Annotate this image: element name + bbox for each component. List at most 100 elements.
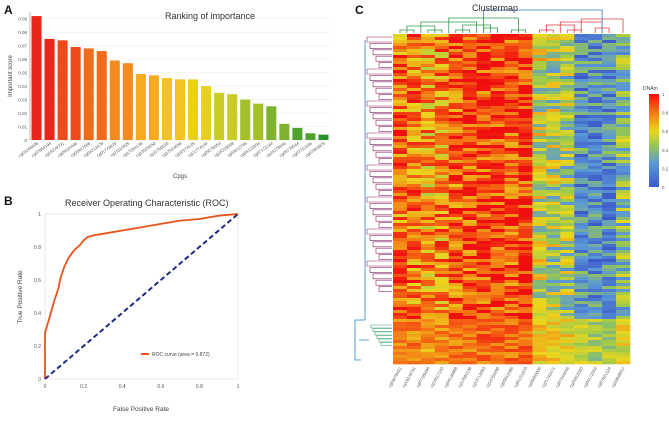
heatmap-cell — [560, 262, 575, 266]
heatmap-cell — [546, 298, 561, 302]
heatmap-cell — [588, 103, 603, 107]
heatmap-cell — [434, 163, 450, 167]
heatmap-cell — [393, 109, 408, 113]
row-dendrogram-branch — [366, 228, 392, 235]
heatmap-cell — [616, 340, 631, 344]
bar-y-tick-label: 0.07 — [18, 44, 27, 49]
heatmap-cell — [560, 205, 575, 209]
heatmap-cell — [462, 241, 477, 245]
heatmap-cell — [588, 148, 603, 152]
heatmap-cell — [574, 295, 589, 299]
heatmap-cell — [588, 277, 603, 281]
heatmap-cell — [602, 61, 617, 65]
heatmap-cell — [560, 49, 575, 53]
heatmap-cell — [420, 148, 436, 152]
heatmap-cell — [504, 352, 519, 356]
heatmap-cell — [518, 121, 533, 125]
row-dendrogram-branch — [372, 273, 392, 280]
heatmap-cell — [462, 268, 477, 272]
heatmap-cell — [532, 220, 547, 224]
heatmap-cell — [393, 310, 408, 314]
heatmap-cell — [420, 67, 436, 71]
heatmap-cell — [504, 205, 519, 209]
heatmap-cell — [532, 283, 547, 287]
heatmap-cell — [546, 130, 561, 134]
heatmap-cell — [518, 64, 533, 68]
heatmap-cell — [462, 133, 477, 137]
heatmap-cell — [406, 145, 422, 149]
heatmap-cell — [420, 133, 436, 137]
heatmap-cell — [518, 175, 533, 179]
heatmap-cell — [560, 310, 575, 314]
heatmap-cell — [406, 310, 422, 314]
colorbar-tick-label: 0.6 — [662, 129, 669, 134]
heatmap-cell — [476, 292, 491, 296]
heatmap-cell — [602, 64, 617, 68]
heatmap-cell — [546, 121, 561, 125]
row-dendrogram-branch — [375, 247, 392, 254]
heatmap-cell — [574, 214, 589, 218]
heatmap-cell — [434, 301, 450, 305]
heatmap-cell — [602, 280, 617, 284]
heatmap-cell — [546, 55, 561, 59]
heatmap-cell — [406, 91, 422, 95]
heatmap-cell — [420, 175, 436, 179]
heatmap-cell — [420, 271, 436, 275]
bar-y-tick-label: 0.09 — [18, 17, 27, 22]
heatmap-cell — [588, 211, 603, 215]
heatmap-cell — [434, 112, 450, 116]
heatmap-cell — [602, 157, 617, 161]
heatmap-cell — [532, 250, 547, 254]
heatmap-cell — [546, 259, 561, 263]
colorbar — [649, 94, 659, 187]
heatmap-cell — [420, 301, 436, 305]
heatmap-cell — [574, 298, 589, 302]
row-dendrogram-branch — [375, 215, 392, 222]
roc-x-tick-label: 0 — [44, 384, 47, 390]
heatmap-cell — [420, 229, 436, 233]
heatmap-cell — [532, 184, 547, 188]
heatmap-cell — [532, 223, 547, 227]
heatmap-cell — [490, 61, 505, 65]
row-dendrogram-branch — [366, 164, 392, 171]
heatmap-cell — [420, 349, 436, 353]
heatmap-cell — [518, 172, 533, 176]
heatmap-cell — [434, 283, 450, 287]
heatmap-cell — [560, 313, 575, 317]
heatmap-cell — [490, 118, 505, 122]
heatmap-cell — [448, 208, 464, 212]
heatmap-cell — [532, 169, 547, 173]
heatmap-cell — [518, 217, 533, 221]
heatmap-cell — [532, 136, 547, 140]
heatmap-cell — [602, 172, 617, 176]
bar — [305, 133, 316, 140]
heatmap-cell — [420, 43, 436, 47]
heatmap-cell — [560, 229, 575, 233]
heatmap-cell — [504, 202, 519, 206]
heatmap-cell — [602, 190, 617, 194]
heatmap-cell — [616, 61, 631, 65]
heatmap-cell — [490, 67, 505, 71]
heatmap-cell — [560, 106, 575, 110]
heatmap-cell — [462, 172, 477, 176]
heatmap-cell — [406, 292, 422, 296]
heatmap-cell — [602, 346, 617, 350]
heatmap-cell — [434, 274, 450, 278]
heatmap-cell — [546, 118, 561, 122]
row-dendrogram-branch — [372, 328, 392, 332]
heatmap-cell — [434, 286, 450, 290]
heatmap-cell — [560, 358, 575, 362]
heatmap-cell — [448, 196, 464, 200]
heatmap-cell — [546, 67, 561, 71]
heatmap-cell — [588, 85, 603, 89]
heatmap-cell — [476, 283, 491, 287]
heatmap-cell — [504, 172, 519, 176]
heatmap-cell — [434, 67, 450, 71]
heatmap-cell — [602, 181, 617, 185]
heatmap-cell — [420, 184, 436, 188]
heatmap-cell — [574, 64, 589, 68]
heatmap-cell — [560, 322, 575, 326]
heatmap-cell — [532, 319, 547, 323]
heatmap-cell — [532, 304, 547, 308]
heatmap-cell — [476, 124, 491, 128]
